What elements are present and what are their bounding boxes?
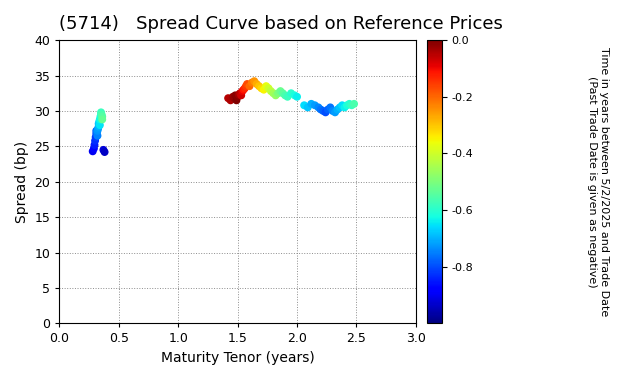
Point [252,81,262,87]
Point [259,87,268,93]
Point [340,105,350,111]
Point [90,138,100,144]
Point [235,90,245,96]
Point [94,119,104,125]
Point [266,88,276,94]
Point [254,83,264,89]
Point [323,106,333,112]
Point [310,102,320,108]
Point [261,83,271,89]
Point [97,116,107,122]
Point [335,105,345,111]
Point [349,101,359,107]
Point [239,87,249,93]
Point [95,122,105,128]
Point [264,85,273,91]
Point [299,102,309,108]
Point [240,85,250,91]
Point [244,83,254,89]
Point [96,111,106,117]
Point [91,128,101,134]
Point [314,105,324,111]
Point [247,79,257,86]
Point [337,102,347,108]
Point [283,94,293,100]
Y-axis label: Spread (bp): Spread (bp) [15,141,29,223]
Point [280,92,290,98]
Point [89,146,99,152]
Text: (5714)   Spread Curve based on Reference Prices: (5714) Spread Curve based on Reference P… [60,15,503,33]
Point [344,101,354,107]
Point [89,142,99,148]
Point [92,133,102,139]
Point [241,83,251,89]
Point [234,92,244,98]
Point [330,109,340,116]
Point [290,92,299,98]
Point [286,90,296,96]
X-axis label: Maturity Tenor (years): Maturity Tenor (years) [161,351,314,365]
Point [332,106,342,112]
Point [94,120,104,127]
Point [342,102,352,108]
Point [268,90,278,96]
Point [292,94,302,100]
Point [326,105,335,111]
Point [316,106,326,112]
Point [237,88,247,94]
Point [223,95,233,101]
Point [231,97,241,103]
Point [347,102,356,108]
Point [275,88,285,94]
Point [97,114,107,120]
Point [278,90,288,96]
Point [257,85,267,91]
Point [236,92,246,98]
Point [226,97,236,103]
Point [306,101,316,107]
Point [230,92,240,98]
Point [91,131,101,137]
Point [88,148,98,154]
Point [228,94,238,100]
Point [249,78,259,84]
Y-axis label: Time in years between 5/2/2025 and Trade Date
(Past Trade Date is given as negat: Time in years between 5/2/2025 and Trade… [587,47,609,317]
Point [229,95,239,101]
Point [318,108,328,114]
Point [321,109,330,116]
Point [271,92,281,98]
Point [303,105,312,111]
Point [232,94,242,100]
Point [91,134,100,140]
Point [96,109,106,116]
Point [100,149,110,155]
Point [95,114,105,120]
Point [95,116,105,122]
Point [92,128,102,134]
Point [93,126,103,132]
Point [273,90,283,96]
Point [97,111,107,117]
Point [242,81,252,87]
Point [328,108,338,114]
Point [92,129,102,135]
Point [99,147,108,153]
Point [94,124,104,130]
